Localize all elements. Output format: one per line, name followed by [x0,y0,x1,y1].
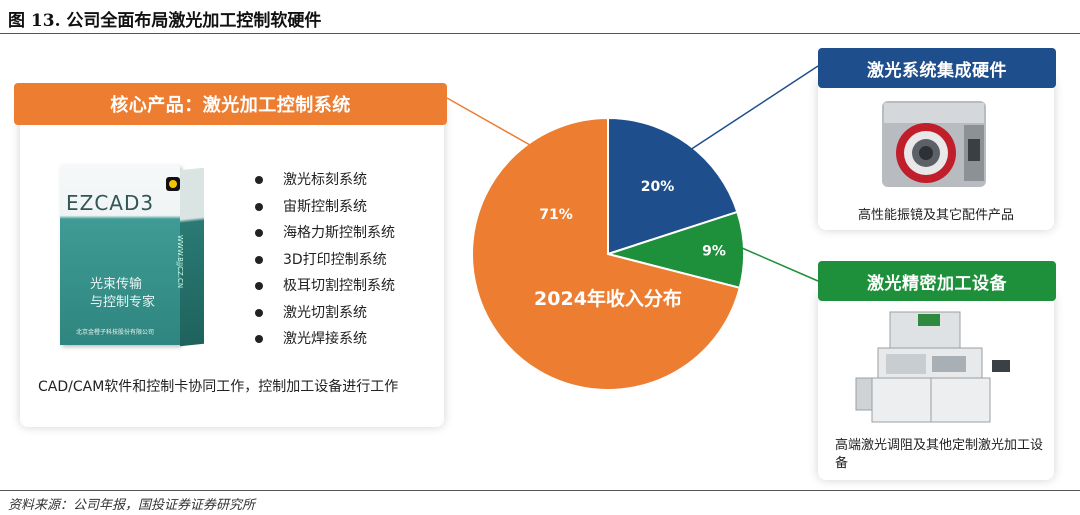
list-item: 激光标刻系统 [255,170,395,197]
pie-slice-core-product [471,116,741,391]
pie-slice-hardware [607,116,739,256]
control-system-list: 激光标刻系统 宙斯控制系统 海格力斯控制系统 3D打印控制系统 极耳切割控制系统… [255,170,395,356]
software-box-front: EZCAD3 光束传输 与控制专家 北京金橙子科技股份有限公司 [60,165,180,345]
bottom-rule [0,490,1080,491]
list-item: 极耳切割控制系统 [255,276,395,303]
pie-label: 71% [539,207,573,223]
pie-title: 2024年收入分布 [534,287,682,310]
equipment-banner: 激光精密加工设备 [818,261,1056,301]
pie-label: 20% [641,179,675,195]
pie-labels: 20% 9% 71% [539,179,726,260]
blue-connector-line [689,65,819,151]
green-connector-line [741,247,819,282]
top-rule [0,33,1080,34]
hardware-caption: 高性能振镜及其它配件产品 [857,208,1014,223]
software-box-brand: EZCAD3 [66,191,155,215]
pie-slices [471,116,745,391]
software-box-company: 北京金橙子科技股份有限公司 [76,329,155,336]
source-note: 资料来源：公司年报，国投证券证券研究所 [8,498,256,513]
hardware-banner: 激光系统集成硬件 [818,48,1056,88]
software-box-image: EZCAD3 光束传输 与控制专家 北京金橙子科技股份有限公司 WWW.BJJC… [60,165,210,350]
software-box-tagline-2: 与控制专家 [90,295,156,310]
software-box-tagline-1: 光束传输 [90,277,143,292]
figure-title: 图 13. 公司全面布局激光加工控制软硬件 [8,11,322,31]
pie-label: 9% [702,244,726,260]
list-item: 激光焊接系统 [255,329,395,356]
core-product-banner: 核心产品：激光加工控制系统 [14,83,447,125]
laser-equipment-image [855,311,1010,423]
orange-connector-line [446,97,531,146]
equipment-caption: 高端激光调阻及其他定制激光加工设备 [835,438,1044,471]
list-item: 宙斯控制系统 [255,197,395,224]
galvo-scanner-image [882,101,986,187]
list-item: 3D打印控制系统 [255,250,395,277]
core-product-description: CAD/CAM软件和控制卡协同工作，控制加工设备进行工作 [38,379,399,395]
list-item: 激光切割系统 [255,303,395,330]
list-item: 海格力斯控制系统 [255,223,395,250]
company-logo-icon [166,177,180,191]
